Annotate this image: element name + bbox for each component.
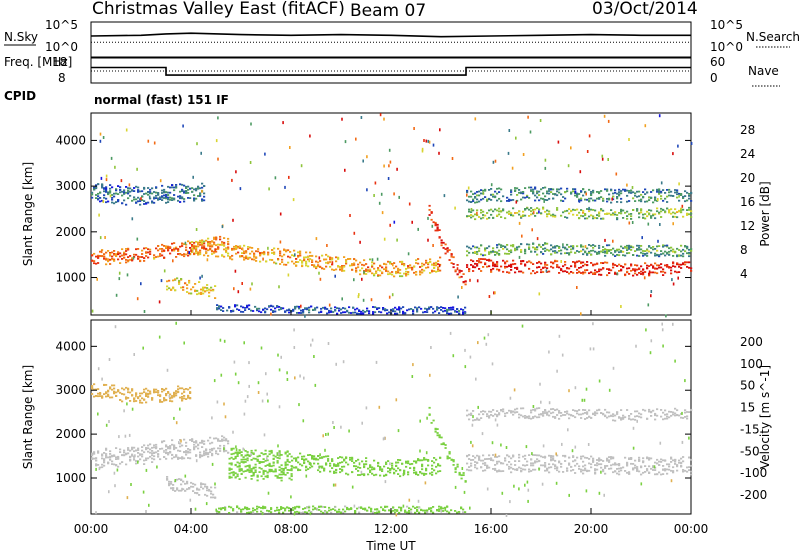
- velocity-colorbar-tick-3: 15: [740, 401, 755, 415]
- power-ylabel: Slant Range [km]: [21, 162, 35, 266]
- power-band-4: [466, 258, 693, 277]
- nsky-tick-bottom: 10^0: [45, 40, 78, 54]
- xtick-label-5: 20:00: [574, 522, 609, 536]
- velocity-colorbar-tick-1: 100: [740, 357, 763, 371]
- velocity-band-7: [91, 383, 192, 404]
- axes-layer: 1000 2000 3000 4000 1000 2000 3000 4000 00:00 04:…: [55, 133, 708, 536]
- nsky-series-layer: [90, 32, 691, 43]
- velocity-band-0: [91, 435, 230, 469]
- xtick-label-6: 00:00: [674, 522, 709, 536]
- nave-tick-top: 60: [710, 55, 725, 69]
- velocity-band-1: [166, 476, 217, 499]
- velocity-ytick-label-2: 3000: [55, 383, 86, 397]
- power-colorbar-tick-0: 4: [740, 267, 748, 281]
- velocity-heatmap-layer: [91, 321, 693, 517]
- power-colorbar-tick-3: 16: [740, 195, 755, 209]
- velocity-band-6: [466, 407, 693, 422]
- nsearch-label: N.Search: [746, 30, 800, 44]
- velocity-colorbar-tick-0: 200: [740, 335, 763, 349]
- power-band-5: [466, 242, 693, 258]
- beam-label: Beam 07: [350, 1, 426, 21]
- xtick-label-4: 16:00: [474, 522, 509, 536]
- velocity-band-2: [228, 447, 293, 482]
- freq-tick-bottom: 8: [58, 71, 66, 85]
- xtick-label-0: 00:00: [74, 522, 109, 536]
- velocity-colorbar-tick-7: -200: [740, 488, 767, 502]
- velocity-band-8: [216, 505, 467, 514]
- xtick-label-3: 12:00: [374, 522, 409, 536]
- power-band-9: [216, 304, 467, 315]
- power-heatmap-layer: [91, 113, 693, 318]
- freq-label: Freq. [MHz]: [4, 55, 72, 69]
- power-ytick-label-2: 3000: [55, 179, 86, 193]
- time-xlabel: Time UT: [365, 539, 416, 553]
- power-colorbar-tick-1: 8: [740, 243, 748, 257]
- velocity-ylabel: Slant Range [km]: [21, 365, 35, 469]
- velocity-colorbar-tick-5: -50: [740, 444, 760, 458]
- velocity-ytick-label-0: 1000: [55, 471, 86, 485]
- nsearch-tick-bottom: 10^0: [710, 40, 743, 54]
- velocity-band-5: [466, 453, 693, 476]
- xtick-label-2: 08:00: [274, 522, 309, 536]
- freq-series-layer: [91, 66, 691, 76]
- velocity-band-3: [291, 452, 442, 478]
- power-colorbar-tick-5: 24: [740, 147, 755, 161]
- velocity-colorbar-tick-6: -100: [740, 466, 767, 480]
- velocity-ytick-label-3: 4000: [55, 339, 86, 353]
- velocity-scatter: [95, 321, 690, 517]
- cpid-text: normal (fast) 151 IF: [94, 93, 229, 107]
- power-band-1: [166, 277, 217, 299]
- velocity-colorbar-label: Velocity [m s^-1]: [758, 365, 772, 469]
- velocity-band-4: [428, 406, 467, 483]
- cpid-label: CPID: [4, 89, 36, 103]
- power-ytick-label-0: 1000: [55, 271, 86, 285]
- nsearch-tick-top: 10^5: [710, 18, 743, 32]
- power-colorbar-tick-6: 28: [740, 123, 755, 137]
- power-panel-frame: [90, 112, 692, 316]
- power-band-3: [428, 204, 467, 286]
- nave-tick-bottom: 0: [710, 71, 718, 85]
- power-ytick-label-1: 2000: [55, 225, 86, 239]
- power-band-2: [191, 239, 442, 278]
- velocity-colorbar-tick-2: 50: [740, 379, 755, 393]
- freq-tick-top: 18: [52, 55, 67, 69]
- power-colorbar-tick-2: 12: [740, 219, 755, 233]
- power-ytick-label-3: 4000: [55, 133, 86, 147]
- power-colorbar-tick-4: 20: [740, 171, 755, 185]
- velocity-ytick-label-1: 2000: [55, 427, 86, 441]
- xtick-label-1: 04:00: [174, 522, 209, 536]
- nsky-tick-top: 10^5: [45, 18, 78, 32]
- chart-title: Christmas Valley East (fitACF): [92, 0, 345, 19]
- nsky-series-line: [90, 32, 691, 38]
- power-band-8: [91, 182, 206, 206]
- nsky-panel-frame: [90, 21, 692, 58]
- power-band-6: [466, 206, 693, 221]
- date-label: 03/Oct/2014: [592, 0, 698, 19]
- nsky-label: N.Sky: [4, 30, 38, 44]
- power-band-7: [466, 186, 693, 204]
- nave-label: Nave: [748, 64, 779, 78]
- power-scatter: [91, 113, 693, 318]
- velocity-colorbar-tick-4: -15: [740, 422, 760, 436]
- power-colorbar-label: Power [dB]: [758, 181, 772, 246]
- colorbar-layer: 4 8 12 16 20 24 28 200 100 50 15 -15 -50 -100 -200: [740, 123, 767, 502]
- freq-series-line: [91, 66, 691, 76]
